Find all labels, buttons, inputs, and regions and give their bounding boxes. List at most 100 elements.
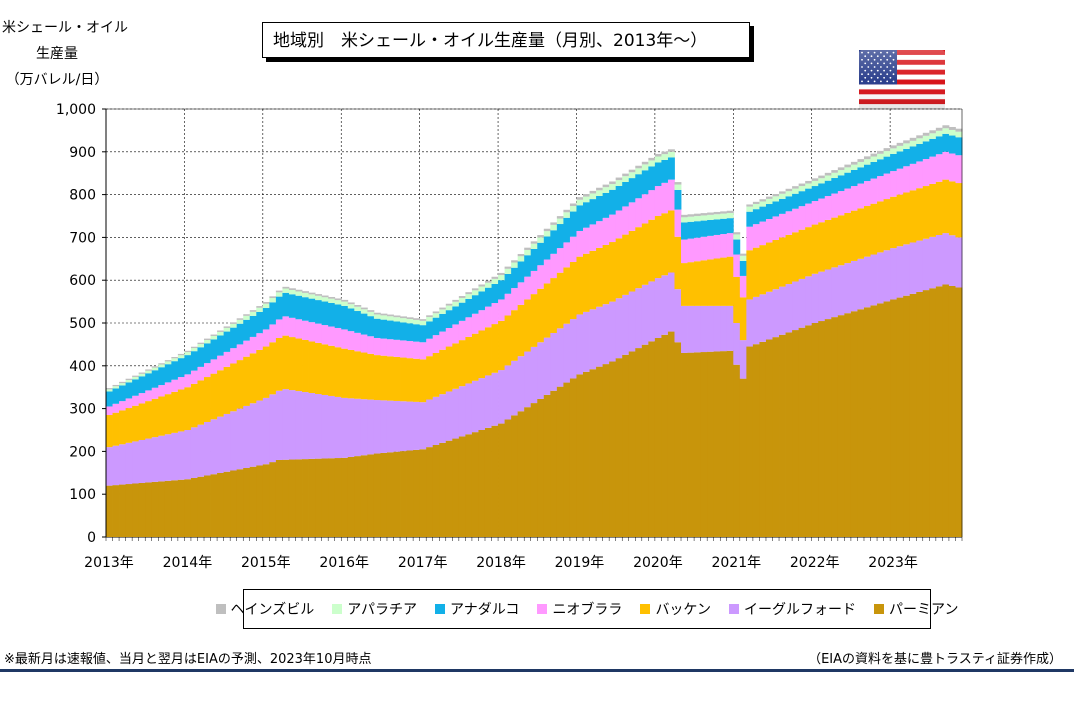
bar-segment — [811, 323, 819, 537]
bar-segment — [302, 292, 309, 298]
bar-segment — [746, 250, 754, 300]
bar-segment — [491, 283, 499, 304]
bar-segment — [903, 148, 911, 167]
bar-segment — [942, 151, 950, 180]
bar-segment — [556, 224, 564, 249]
bar-segment — [537, 398, 545, 537]
bar-segment — [308, 292, 316, 295]
bar-segment — [863, 256, 871, 308]
bar-segment — [739, 275, 747, 298]
bar-segment — [419, 342, 427, 360]
bar-segment — [511, 262, 519, 268]
y-tick-label: 0 — [87, 530, 96, 546]
legend-label: バッケン — [655, 602, 712, 618]
bar-segment — [602, 304, 610, 365]
bar-segment — [615, 238, 623, 299]
bar-segment — [863, 164, 871, 182]
bar-segment — [596, 306, 604, 367]
bar-segment — [341, 457, 349, 537]
bar-segment — [288, 294, 296, 318]
bar-segment — [373, 314, 381, 319]
bar-segment — [484, 427, 492, 537]
bar-segment — [262, 464, 270, 537]
bar-segment — [269, 298, 277, 303]
bar-segment — [543, 228, 551, 232]
y-tick-label: 900 — [69, 145, 96, 161]
bar-segment — [230, 470, 238, 537]
bar-segment — [890, 171, 898, 197]
bar-segment — [556, 218, 564, 225]
bar-segment — [164, 382, 172, 395]
bar-segment — [713, 214, 721, 220]
bar-segment — [674, 209, 682, 237]
bar-segment — [138, 372, 146, 374]
bar-segment — [805, 203, 813, 228]
bar-segment — [119, 385, 127, 402]
bar-segment — [700, 220, 708, 237]
bar-segment — [426, 447, 434, 537]
bar-segment — [164, 480, 172, 537]
bar-segment — [347, 456, 355, 537]
bar-segment — [275, 296, 283, 320]
bar-segment — [896, 151, 904, 169]
bar-segment — [844, 164, 852, 168]
bar-segment — [674, 342, 682, 537]
bar-segment — [556, 248, 564, 273]
bar-segment — [935, 286, 943, 537]
bar-segment — [792, 188, 800, 194]
bar-segment — [792, 281, 800, 331]
bar-segment — [204, 340, 211, 344]
bar-segment — [471, 313, 479, 334]
bar-segment — [589, 199, 597, 225]
bar-segment — [321, 297, 329, 302]
bar-segment — [367, 316, 375, 337]
bar-segment — [654, 162, 662, 187]
bar-segment — [184, 350, 192, 353]
bar-segment — [367, 353, 375, 400]
bar-segment — [132, 379, 140, 396]
bar-segment — [432, 444, 440, 537]
bar-segment — [667, 149, 675, 152]
bar-segment — [681, 352, 688, 537]
bar-segment — [765, 198, 773, 205]
bar-segment — [354, 311, 362, 333]
bar-segment — [863, 307, 871, 537]
bar-segment — [504, 266, 512, 269]
bar-segment — [145, 369, 153, 371]
bar-segment — [302, 297, 309, 321]
bar-segment — [877, 201, 884, 253]
bar-segment — [158, 385, 166, 397]
bar-segment — [524, 247, 532, 250]
bar-segment — [504, 293, 512, 316]
bar-segment — [635, 227, 643, 289]
bar-segment — [779, 213, 786, 238]
bar-segment — [903, 143, 911, 149]
bar-segment — [583, 202, 590, 228]
bar-segment — [151, 437, 159, 482]
bar-segment — [302, 459, 309, 537]
bar-segment — [628, 202, 636, 231]
bar-segment — [426, 338, 434, 357]
bar-segment — [857, 183, 865, 209]
bar-segment — [465, 434, 473, 537]
bar-segment — [426, 317, 434, 322]
bar-segment — [942, 179, 950, 234]
bar-segment — [818, 178, 826, 184]
bar-segment — [818, 175, 826, 179]
bar-segment — [596, 221, 604, 248]
bar-segment — [132, 375, 140, 377]
bar-segment — [511, 415, 519, 537]
bar-segment — [922, 135, 930, 142]
bar-segment — [197, 342, 205, 345]
bar-segment — [360, 307, 368, 310]
bar-segment — [432, 396, 440, 445]
bar-segment — [648, 281, 656, 342]
bar-segment — [256, 306, 264, 308]
bar-segment — [341, 397, 349, 458]
bar-segment — [504, 268, 512, 274]
bar-segment — [635, 348, 643, 537]
bar-segment — [288, 459, 296, 537]
legend-item: ヘインズビル — [215, 599, 314, 619]
bar-segment — [432, 335, 440, 353]
bar-segment — [288, 289, 296, 295]
